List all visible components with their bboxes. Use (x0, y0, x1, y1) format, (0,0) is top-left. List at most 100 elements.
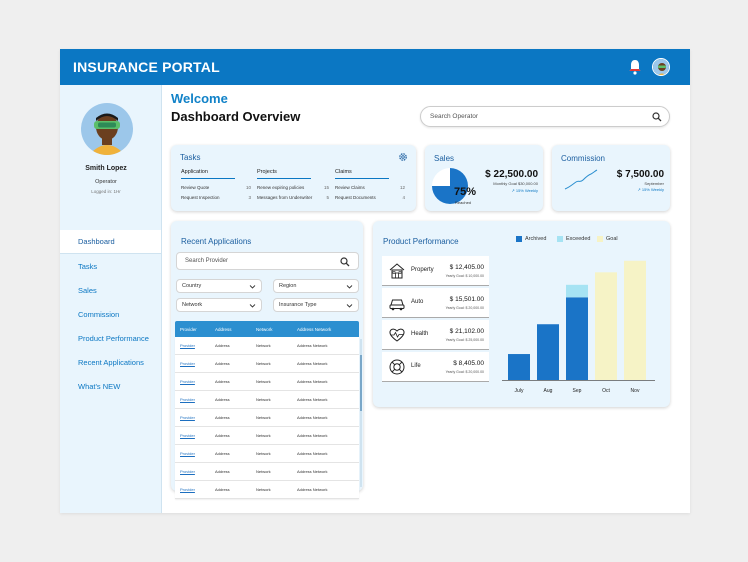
cell-provider-link[interactable]: Provider (180, 432, 195, 438)
bell-icon[interactable] (628, 59, 642, 75)
product-item-property[interactable]: Property $ 12,405.00 Yearly Goal: $ 10,0… (382, 256, 489, 286)
table-row[interactable]: Provider Address Network Address Network (175, 337, 359, 355)
product-value: $ 21,102.00 (449, 328, 484, 335)
task-label: Request Inspection (181, 195, 220, 200)
user-avatar (81, 103, 133, 155)
app-title: INSURANCE PORTAL (73, 59, 220, 75)
task-count: 3 (248, 195, 251, 200)
bar-archived-aug[interactable] (537, 324, 559, 380)
task-column-projects: Projects Renew expiring policies 15 Messa… (257, 169, 329, 205)
search-icon[interactable] (340, 257, 350, 267)
cell-address-network: Address Network (297, 396, 328, 402)
logged-in-time: Logged in: 1Hr (91, 189, 121, 194)
cell-address-network: Address Network (297, 432, 328, 438)
task-count: 5 (326, 195, 329, 200)
product-list: Property $ 12,405.00 Yearly Goal: $ 10,0… (382, 256, 489, 384)
task-row[interactable]: Messages from Underwriter 5 (257, 195, 329, 205)
sidebar-item-recent-applications[interactable]: Recent Applications (78, 357, 144, 367)
task-row[interactable]: Request Documents 4 (335, 195, 405, 205)
sidebar-item-dashboard[interactable]: Dashboard (60, 230, 161, 254)
table-row[interactable]: Provider Address Network Address Network (175, 445, 359, 463)
column-header-network[interactable]: Network (256, 326, 273, 332)
cell-address: Address (215, 360, 230, 366)
cell-address-network: Address Network (297, 450, 328, 456)
sales-title: Sales (434, 154, 455, 163)
cell-address-network: Address Network (297, 414, 328, 420)
bar-goal-oct[interactable] (595, 272, 617, 380)
user-avatar-small[interactable] (652, 58, 670, 76)
bar-archived-sep[interactable] (566, 297, 588, 380)
cell-address: Address (215, 414, 230, 420)
scrollbar-thumb[interactable] (360, 355, 362, 411)
chevron-down-icon (249, 285, 256, 289)
cell-provider-link[interactable]: Provider (180, 360, 195, 366)
cell-provider-link[interactable]: Provider (180, 486, 195, 492)
sales-card[interactable]: Sales 75% Reached $ 22,500.00 Monthly Go… (425, 145, 543, 211)
task-column-claims: Claims Review Claims 12 Request Documents… (335, 169, 405, 205)
sidebar-item-product-performance[interactable]: Product Performance (78, 333, 149, 343)
task-row[interactable]: Request Inspection 3 (181, 195, 251, 205)
cell-provider-link[interactable]: Provider (180, 450, 195, 456)
legend-label: Archived (525, 236, 547, 242)
cell-network: Network (256, 378, 271, 384)
commission-card[interactable]: Commission $ 7,500.00 September ↗ 15% We… (552, 145, 670, 211)
cell-provider-link[interactable]: Provider (180, 378, 195, 384)
recent-applications-title: Recent Applications (181, 237, 252, 246)
bar-exceeded-sep[interactable] (566, 284, 588, 298)
legend-exceeded: Exceeded (557, 236, 590, 242)
task-row[interactable]: Review Quote 10 (181, 185, 251, 195)
cell-address-network: Address Network (297, 486, 328, 492)
search-icon[interactable] (652, 112, 662, 122)
gear-icon[interactable] (398, 152, 408, 162)
task-count: 10 (245, 185, 251, 190)
sidebar-item-commission[interactable]: Commission (78, 309, 120, 319)
task-row[interactable]: Review Claims 12 (335, 185, 405, 195)
product-item-life[interactable]: Life $ 8,405.00 Yearly Goal: $ 20,000.00 (382, 352, 489, 382)
cell-address-network: Address Network (297, 468, 328, 474)
bar-archived-july[interactable] (508, 354, 530, 380)
user-role: Operator (95, 179, 117, 185)
cell-address: Address (215, 450, 230, 456)
sidebar-item-sales[interactable]: Sales (78, 285, 97, 295)
table-row[interactable]: Provider Address Network Address Network (175, 391, 359, 409)
top-bar: INSURANCE PORTAL (60, 49, 690, 85)
table-row[interactable]: Provider Address Network Address Network (175, 373, 359, 391)
cell-address: Address (215, 378, 230, 384)
scrollbar-track[interactable] (360, 339, 362, 487)
product-name: Life (411, 363, 421, 369)
cell-provider-link[interactable]: Provider (180, 342, 195, 348)
insurance-type-select[interactable]: Insurance Type (273, 298, 359, 312)
product-value: $ 8,405.00 (453, 360, 484, 367)
task-label: Renew expiring policies (257, 185, 305, 190)
cell-provider-link[interactable]: Provider (180, 414, 195, 420)
table-row[interactable]: Provider Address Network Address Network (175, 409, 359, 427)
search-operator-input[interactable]: Search Operator (420, 106, 670, 127)
table-body: Provider Address Network Address Network Pro… (175, 337, 359, 499)
task-column-head: Application (181, 169, 235, 179)
task-row[interactable]: Renew expiring policies 15 (257, 185, 329, 195)
cell-provider-link[interactable]: Provider (180, 468, 195, 474)
sidebar-item-whats-new[interactable]: What's NEW (78, 381, 121, 391)
column-header-provider[interactable]: Provider (180, 326, 197, 332)
legend-swatch (516, 236, 522, 242)
tasks-title: Tasks (180, 153, 201, 162)
search-provider-input[interactable]: Search Provider (176, 252, 359, 270)
product-item-auto[interactable]: Auto $ 15,501.00 Yearly Goal: $ 20,000.0… (382, 288, 489, 318)
table-row[interactable]: Provider Address Network Address Network (175, 427, 359, 445)
bar-goal-nov[interactable] (624, 260, 646, 380)
table-row[interactable]: Provider Address Network Address Network (175, 355, 359, 373)
table-row[interactable]: Provider Address Network Address Network (175, 481, 359, 499)
table-row[interactable]: Provider Address Network Address Network (175, 463, 359, 481)
x-tick-label: Aug (544, 388, 553, 394)
app-window: INSURANCE PORTAL (60, 49, 690, 513)
region-select[interactable]: Region (273, 279, 359, 293)
column-header-address-network[interactable]: Address Network (297, 326, 332, 332)
country-select[interactable]: Country (176, 279, 262, 293)
network-select[interactable]: Network (176, 298, 262, 312)
column-header-address[interactable]: Address (215, 326, 232, 332)
select-label: Region (279, 283, 297, 289)
sidebar-item-tasks[interactable]: Tasks (78, 261, 98, 271)
cell-provider-link[interactable]: Provider (180, 396, 195, 402)
applications-table: Provider Address Network Address Network… (175, 321, 359, 499)
product-item-health[interactable]: Health $ 21,102.00 Yearly Goal: $ 25,000… (382, 320, 489, 350)
